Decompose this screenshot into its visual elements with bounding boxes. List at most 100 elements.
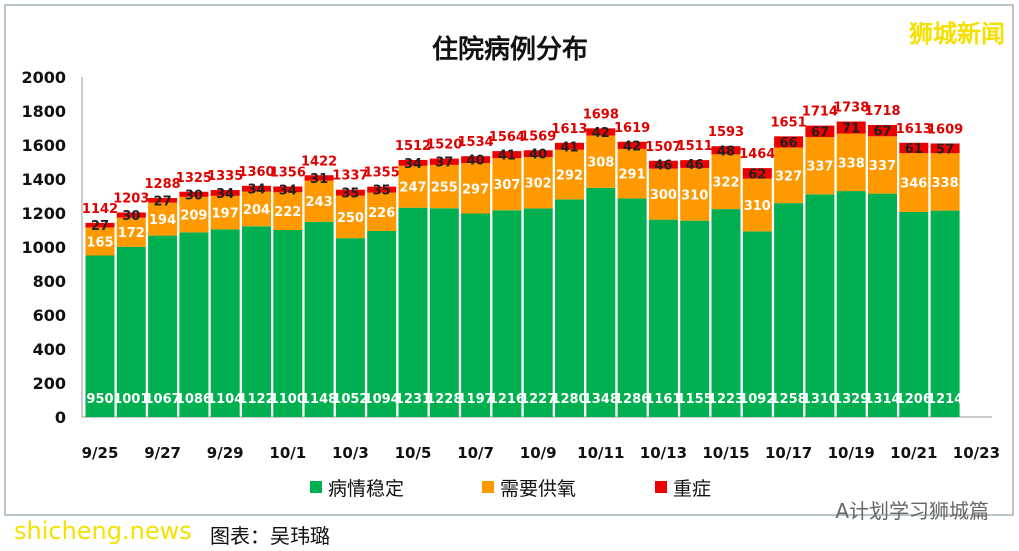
bar-0	[555, 199, 584, 417]
data-label: 34	[216, 187, 234, 202]
y-tick-label: 1600	[21, 136, 66, 155]
data-label: 34	[279, 183, 297, 198]
bar-1	[555, 149, 584, 200]
total-label: 1593	[708, 125, 744, 140]
data-label: 172	[118, 226, 145, 241]
data-label: 1100	[270, 392, 306, 407]
x-tick-label: 9/29	[207, 444, 244, 462]
x-tick-label: 9/25	[82, 444, 119, 462]
total-label: 1356	[270, 165, 306, 180]
data-label: 337	[806, 160, 833, 175]
bar-0	[648, 219, 678, 417]
data-label: 1329	[833, 392, 869, 407]
data-label: 37	[435, 156, 453, 171]
total-label: 1520	[426, 138, 462, 153]
watermark: 狮城新闻	[909, 20, 1005, 48]
data-label: 197	[212, 207, 239, 222]
data-label: 42	[623, 139, 641, 154]
x-tick-label: 10/7	[457, 444, 494, 462]
bar-0	[742, 231, 772, 417]
bar-0	[461, 213, 491, 417]
total-label: 1613	[896, 122, 932, 137]
data-label: 1067	[145, 392, 181, 407]
bar-2	[555, 142, 584, 150]
bar-2	[304, 175, 334, 181]
total-label: 1609	[927, 122, 963, 137]
bar-1	[836, 133, 866, 192]
data-label: 1310	[802, 392, 838, 407]
legend-label: 病情稳定	[328, 478, 404, 500]
data-label: 42	[592, 126, 610, 141]
bar-0	[836, 191, 866, 417]
legend-swatch	[310, 481, 322, 493]
data-label: 292	[556, 169, 583, 184]
bar-0	[148, 235, 178, 417]
data-label: 61	[905, 142, 923, 157]
data-label: 57	[936, 142, 954, 157]
bar-2	[85, 222, 115, 228]
total-label: 1507	[645, 140, 681, 155]
x-tick-label: 10/21	[890, 444, 937, 462]
bar-1	[648, 168, 678, 220]
wechat-watermark: A计划学习狮城篇	[835, 499, 989, 523]
bar-2	[461, 156, 491, 164]
bar-0	[774, 203, 804, 417]
legend-label: 需要供氧	[500, 478, 576, 500]
bar-1	[335, 195, 365, 239]
bar-1	[899, 153, 929, 212]
bar-2	[648, 160, 678, 169]
total-label: 1335	[207, 169, 243, 184]
bar-2	[586, 128, 616, 136]
data-label: 1314	[864, 392, 900, 407]
data-label: 46	[654, 159, 672, 174]
bar-1	[805, 137, 835, 195]
y-tick-label: 800	[33, 272, 66, 291]
data-label: 322	[712, 176, 739, 191]
bar-1	[617, 148, 647, 199]
bar-0	[930, 210, 960, 417]
bar-1	[680, 167, 710, 221]
y-tick-label: 200	[33, 374, 66, 393]
data-label: 41	[560, 140, 578, 155]
data-label: 1214	[927, 392, 963, 407]
y-tick-label: 1800	[21, 102, 66, 121]
bar-1	[179, 196, 209, 233]
bar-1	[586, 135, 616, 188]
data-label: 308	[587, 156, 614, 171]
bar-2	[210, 190, 240, 196]
bar-0	[680, 220, 710, 417]
x-tick-label: 10/17	[765, 444, 812, 462]
total-label: 1337	[332, 169, 368, 184]
total-label: 1422	[301, 154, 337, 169]
bar-0	[273, 230, 303, 417]
y-tick-label: 600	[33, 306, 66, 325]
data-label: 1122	[238, 392, 274, 407]
data-label: 338	[838, 156, 865, 171]
x-tick-label: 9/27	[144, 444, 181, 462]
total-label: 1360	[238, 165, 274, 180]
bar-2	[335, 189, 365, 196]
bar-0	[805, 194, 835, 417]
data-label: 1286	[614, 392, 650, 407]
data-label: 950	[86, 392, 113, 407]
bar-2	[617, 141, 647, 149]
bar-1	[868, 136, 897, 194]
legend-label: 重症	[673, 478, 711, 500]
data-label: 30	[185, 188, 203, 203]
bar-1	[210, 195, 240, 230]
data-label: 1206	[896, 392, 932, 407]
bar-1	[711, 154, 741, 210]
bar-2	[680, 160, 710, 168]
data-label: 226	[368, 206, 395, 221]
data-label: 327	[775, 169, 802, 184]
data-label: 1348	[583, 392, 619, 407]
data-label: 1227	[520, 392, 556, 407]
bar-2	[179, 191, 209, 197]
data-label: 35	[373, 184, 391, 199]
data-label: 300	[650, 188, 677, 203]
data-label: 1052	[332, 392, 368, 407]
data-label: 243	[306, 195, 333, 210]
total-label: 1534	[458, 135, 494, 150]
bar-2	[774, 136, 804, 148]
total-label: 1714	[802, 105, 838, 120]
